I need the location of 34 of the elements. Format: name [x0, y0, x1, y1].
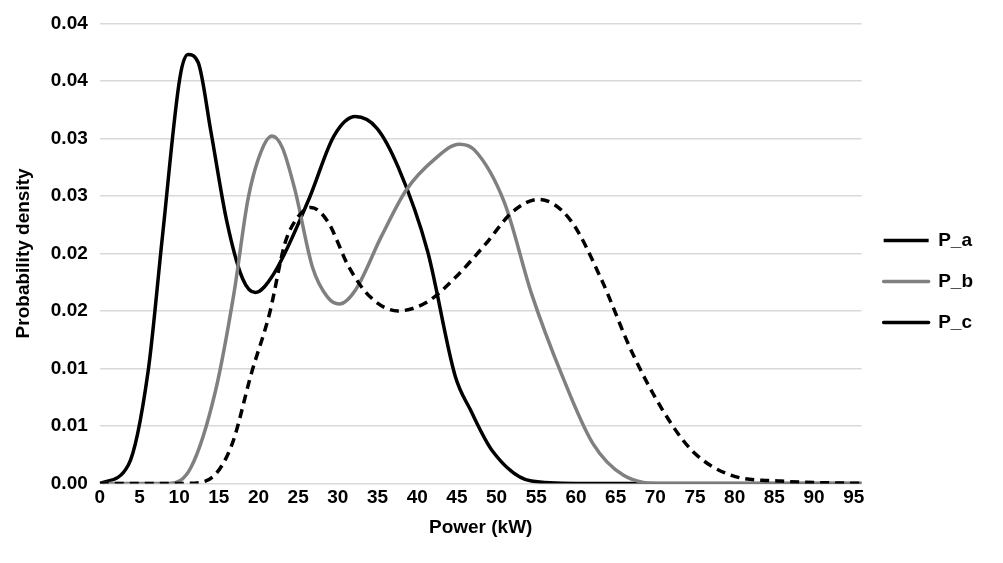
x-tick-label: 0 — [94, 486, 106, 508]
legend-label: P_a — [938, 228, 973, 250]
x-tick-label: 5 — [134, 486, 146, 508]
x-tick-label: 40 — [406, 486, 428, 508]
y-tick-label: 0.00 — [50, 471, 88, 493]
y-tick-label: 0.01 — [50, 356, 89, 378]
x-tick-label: 50 — [486, 486, 508, 508]
x-tick-label: 85 — [763, 486, 786, 508]
y-tick-label: 0.04 — [50, 69, 89, 91]
y-axis-title: Probability density — [11, 167, 33, 339]
x-tick-label: 45 — [446, 486, 468, 508]
y-tick-label: 0.04 — [50, 11, 89, 33]
x-tick-label: 65 — [605, 486, 627, 508]
x-tick-label: 55 — [525, 486, 548, 508]
x-tick-label: 70 — [644, 486, 666, 508]
y-tick-label: 0.03 — [50, 184, 88, 206]
x-tick-label: 75 — [684, 486, 706, 508]
x-tick-label: 80 — [724, 486, 746, 508]
x-tick-label: 30 — [327, 486, 349, 508]
y-tick-label: 0.02 — [50, 241, 88, 263]
y-tick-label: 0.01 — [50, 414, 89, 436]
x-tick-label: 25 — [287, 486, 310, 508]
y-tick-label: 0.03 — [50, 126, 88, 148]
y-tick-label: 0.02 — [50, 299, 88, 321]
x-tick-label: 10 — [168, 486, 190, 508]
x-tick-label: 90 — [803, 486, 825, 508]
legend-label: P_c — [938, 310, 973, 332]
x-axis-title: Power (kW) — [428, 515, 533, 537]
legend-label: P_b — [938, 269, 974, 291]
x-tick-label: 20 — [247, 486, 270, 508]
x-tick-label: 60 — [565, 486, 587, 508]
x-tick-label: 15 — [208, 486, 230, 508]
x-tick-label: 35 — [366, 486, 389, 508]
x-tick-label: 95 — [843, 486, 865, 508]
